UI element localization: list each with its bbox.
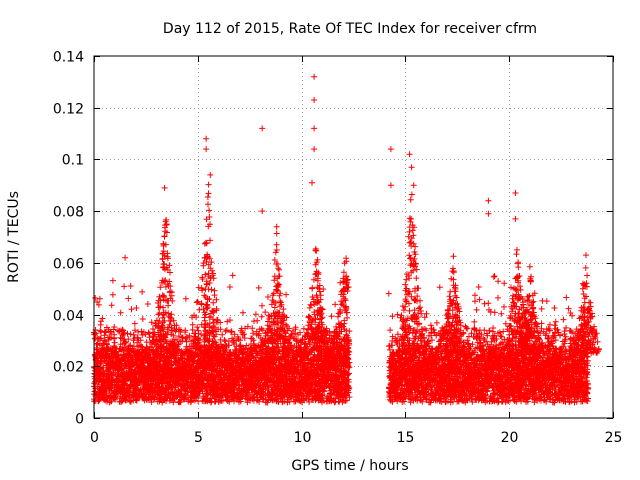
plot-frame	[93, 55, 614, 419]
y-tick-label: 0.12	[53, 102, 84, 118]
x-tick-label: 15	[397, 430, 415, 446]
x-tick-label: 0	[90, 430, 99, 446]
y-tick-label: 0.14	[53, 50, 84, 66]
y-tick-label: 0.06	[53, 257, 84, 273]
x-tick-label: 25	[605, 430, 623, 446]
x-tick-label: 5	[194, 430, 203, 446]
y-tick-label: 0.02	[53, 360, 84, 376]
y-tick-label: 0.04	[53, 309, 84, 325]
x-tick-label: 20	[501, 430, 519, 446]
roti-series-points	[90, 73, 602, 406]
y-tick-label: 0	[75, 412, 84, 428]
y-axis-label: ROTI / TECUs	[6, 191, 22, 283]
axis-ticks	[94, 56, 614, 419]
data-points	[90, 73, 602, 406]
y-tick-labels: 0 0.02 0.04 0.06 0.08 0.1 0.12 0.14	[53, 50, 84, 428]
x-axis-label: GPS time / hours	[291, 458, 408, 474]
y-tick-label: 0.08	[53, 205, 84, 221]
y-tick-label: 0.1	[62, 153, 84, 169]
x-tick-label: 10	[294, 430, 312, 446]
x-tick-labels: 0 5 10 15 20 25	[90, 430, 622, 446]
chart-title: Day 112 of 2015, Rate Of TEC Index for r…	[163, 21, 537, 37]
